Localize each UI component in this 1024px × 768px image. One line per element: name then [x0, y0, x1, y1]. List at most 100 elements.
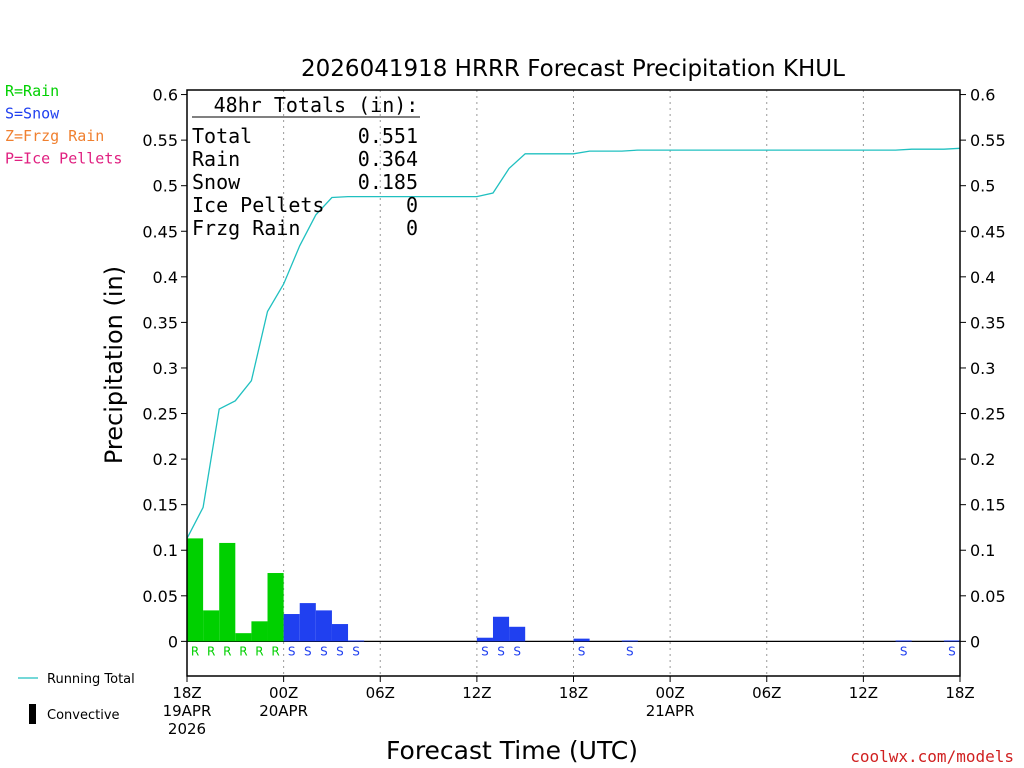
y-tick-label-left: 0.25 [142, 405, 178, 424]
precip-type-label: S [948, 644, 956, 658]
precip-type-label: S [288, 644, 296, 658]
y-tick-label-right: 0.05 [970, 587, 1006, 606]
precip-bar [943, 640, 960, 642]
grid-lines [187, 90, 960, 676]
precip-bar [348, 640, 365, 642]
x-tick-label: 19APR [163, 702, 212, 720]
totals-label: Ice Pellets [192, 193, 324, 217]
precip-bar [315, 610, 332, 642]
running-total-line [186, 147, 961, 539]
y-tick-label-right: 0.15 [970, 496, 1006, 515]
legend-label: Running Total [47, 672, 135, 687]
y-tick-label-left: 0.6 [153, 86, 178, 105]
totals-value: 0 [406, 216, 418, 240]
precip-legend-item: Z=Frzg Rain [5, 127, 104, 145]
totals-header: 48hr Totals (in): [214, 93, 419, 117]
precip-type-label: R [271, 644, 279, 658]
precip-bar [267, 573, 284, 642]
x-tick-label: 06Z [752, 684, 781, 702]
precip-type-label: S [578, 644, 586, 658]
precip-bar [203, 610, 220, 642]
precip-type-label: R [207, 644, 215, 658]
precip-type-label: S [336, 644, 344, 658]
y-tick-label-right: 0.45 [970, 222, 1006, 241]
legend-bar-swatch [29, 704, 36, 724]
precip-type-label: S [320, 644, 328, 658]
x-tick-label: 18Z [172, 684, 201, 702]
precip-bar [283, 614, 300, 642]
precip-bar [492, 616, 510, 642]
totals-value: 0.185 [358, 170, 418, 194]
precip-legend-item: P=Ice Pellets [5, 150, 122, 168]
x-tick-label: 12Z [462, 684, 491, 702]
precip-bar [621, 640, 638, 642]
y-tick-label-right: 0 [970, 632, 980, 651]
y-tick-label-left: 0.3 [153, 359, 178, 378]
precip-bar [187, 538, 204, 642]
totals-label: Frzg Rain [192, 216, 300, 240]
precip-bar [299, 603, 316, 642]
y-tick-label-right: 0.4 [970, 268, 995, 287]
credit-text: coolwx.com/models [850, 747, 1014, 766]
bar-series [187, 538, 960, 642]
totals-value: 0.364 [358, 147, 418, 171]
y-tick-label-right: 0.55 [970, 131, 1006, 150]
precip-bar [573, 638, 590, 642]
x-tick-label: 00Z [269, 684, 298, 702]
precip-type-label: S [481, 644, 489, 658]
x-tick-label: 00Z [655, 684, 684, 702]
y-tick-label-right: 0.1 [970, 541, 995, 560]
precip-bar [251, 621, 268, 642]
legend: R=Rain S=Snow Z=Frzg Rain P=Ice Pellets Runn… [5, 82, 135, 724]
precip-bar [331, 624, 349, 642]
y-tick-label-left: 0.55 [142, 131, 178, 150]
y-tick-label-right: 0.6 [970, 86, 995, 105]
precip-bar [476, 637, 493, 642]
y-tick-label-left: 0.05 [142, 587, 178, 606]
y-tick-label-right: 0.3 [970, 359, 995, 378]
y-tick-label-left: 0.2 [153, 450, 178, 469]
y-tick-label-left: 0.1 [153, 541, 178, 560]
y-tick-label-left: 0.35 [142, 313, 178, 332]
precip-type-label: S [497, 644, 505, 658]
y-tick-label-left: 0 [168, 632, 178, 651]
precip-type-label: R [239, 644, 247, 658]
precip-type-label: S [900, 644, 908, 658]
legend-label: Convective [47, 708, 120, 723]
totals-label: Rain [192, 147, 240, 171]
totals-value: 0.551 [358, 124, 418, 148]
precip-type-label: R [191, 644, 199, 658]
y-tick-label-left: 0.15 [142, 496, 178, 515]
y-tick-label-right: 0.35 [970, 313, 1006, 332]
y-tick-label-left: 0.45 [142, 222, 178, 241]
axes: 0 00.05 0.050.1 0.10.15 0.150.2 0.20.25 0.250.… [142, 86, 1005, 738]
precip-legend-item: S=Snow [5, 105, 60, 123]
x-tick-label: 18Z [559, 684, 588, 702]
running-total-series [186, 147, 961, 539]
totals-label: Total [192, 124, 252, 148]
y-tick-label-left: 0.4 [153, 268, 178, 287]
totals-label: Snow [192, 170, 241, 194]
y-tick-label-right: 0.5 [970, 177, 995, 196]
precip-type-label: R [223, 644, 231, 658]
y-axis-label: Precipitation (in) [100, 266, 128, 464]
precip-type-label: S [352, 644, 360, 658]
totals-box: 48hr Totals (in): Total 0.551 Rain 0.364 Snow… [192, 93, 420, 240]
totals-value: 0 [406, 193, 418, 217]
precip-type-label: R [255, 644, 263, 658]
precip-bar [235, 633, 252, 642]
precip-type-label: S [626, 644, 634, 658]
precip-bar [509, 626, 526, 642]
x-tick-label: 21APR [646, 702, 695, 720]
y-tick-label-right: 0.2 [970, 450, 995, 469]
x-tick-label: 06Z [366, 684, 395, 702]
precip-type-label: S [513, 644, 521, 658]
precip-legend-item: R=Rain [5, 82, 59, 100]
x-tick-label: 2026 [168, 720, 206, 738]
x-tick-label: 12Z [849, 684, 878, 702]
chart-title: 2026041918 HRRR Forecast Precipitation K… [301, 56, 845, 82]
y-tick-label-left: 0.5 [153, 177, 178, 196]
precip-bar [895, 640, 912, 642]
